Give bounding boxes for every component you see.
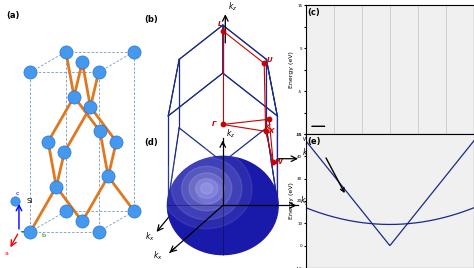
- Circle shape: [167, 156, 278, 255]
- Text: Γ: Γ: [211, 121, 216, 128]
- Point: [11, 199, 18, 203]
- Point: [219, 122, 227, 126]
- Point: [27, 70, 34, 75]
- Text: L: L: [218, 21, 222, 27]
- Point: [104, 174, 112, 178]
- Point: [61, 150, 68, 154]
- Point: [78, 60, 86, 64]
- Circle shape: [201, 183, 213, 194]
- Point: [44, 140, 52, 144]
- Point: [62, 209, 70, 213]
- Circle shape: [196, 179, 218, 198]
- Text: $k_z$: $k_z$: [228, 1, 237, 13]
- Text: c: c: [16, 191, 19, 196]
- Point: [62, 50, 70, 54]
- Point: [53, 185, 60, 189]
- Point: [95, 230, 102, 234]
- Circle shape: [197, 181, 222, 203]
- Text: Si: Si: [26, 198, 32, 204]
- Y-axis label: Energy (eV): Energy (eV): [289, 183, 294, 219]
- Text: X: X: [268, 128, 273, 134]
- Text: U: U: [266, 57, 272, 63]
- Circle shape: [172, 157, 242, 220]
- Point: [78, 219, 86, 224]
- Point: [130, 209, 138, 213]
- Text: a: a: [5, 251, 9, 256]
- Text: b: b: [42, 233, 46, 238]
- Text: $k_x$: $k_x$: [153, 249, 163, 262]
- Y-axis label: Energy (eV): Energy (eV): [289, 51, 294, 88]
- Text: W: W: [274, 159, 282, 165]
- Point: [96, 129, 104, 133]
- Point: [87, 105, 94, 109]
- Text: $k_y$: $k_y$: [301, 195, 310, 208]
- Circle shape: [182, 166, 232, 211]
- Point: [219, 29, 227, 33]
- Text: (e): (e): [308, 137, 321, 146]
- Point: [95, 70, 102, 75]
- Text: (c): (c): [308, 8, 320, 17]
- Point: [112, 140, 120, 144]
- Text: $k_x$: $k_x$: [145, 230, 155, 243]
- Point: [130, 50, 138, 54]
- Text: (d): (d): [144, 138, 157, 147]
- Text: (a): (a): [6, 10, 19, 20]
- Circle shape: [189, 173, 224, 204]
- Text: $k_y$: $k_y$: [302, 147, 311, 160]
- Point: [269, 160, 277, 164]
- Text: (b): (b): [144, 16, 157, 24]
- Point: [70, 95, 78, 99]
- Text: $k_z$: $k_z$: [226, 127, 235, 140]
- Point: [262, 129, 269, 133]
- Point: [260, 61, 268, 65]
- Point: [265, 117, 273, 121]
- Point: [27, 230, 34, 234]
- Circle shape: [161, 148, 252, 229]
- Text: K: K: [265, 124, 270, 131]
